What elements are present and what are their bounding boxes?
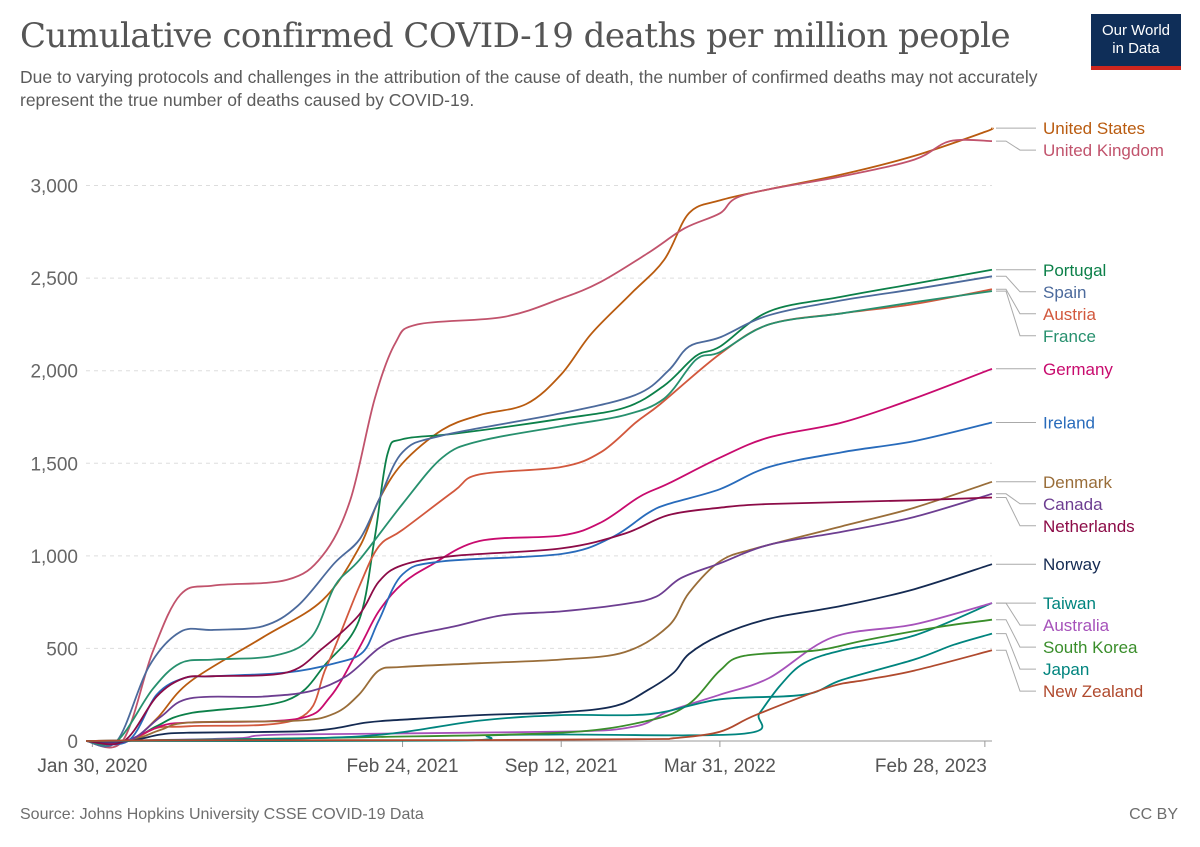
- series-line-japan: [85, 632, 993, 742]
- y-tick-label: 1,000: [30, 547, 78, 568]
- x-tick-label: Mar 31, 2022: [664, 756, 776, 777]
- series-label-japan: Japan: [1043, 660, 1089, 679]
- label-connector: [996, 140, 1036, 151]
- label-connector: [996, 288, 1036, 315]
- series-line-australia: [85, 602, 993, 742]
- series-label-spain: Spain: [1043, 283, 1086, 302]
- label-connector: [996, 275, 1036, 293]
- series-label-norway: Norway: [1043, 555, 1101, 574]
- x-tick-label: Feb 24, 2021: [347, 756, 459, 777]
- label-connector: [996, 633, 1036, 670]
- series-line-france: [85, 290, 993, 746]
- x-tick-label: Feb 28, 2023: [875, 756, 987, 777]
- our-world-in-data-logo[interactable]: Our World in Data: [1091, 14, 1181, 70]
- series-label-portugal: Portugal: [1043, 261, 1106, 280]
- series-label-south-korea: South Korea: [1043, 638, 1138, 657]
- label-connector: [996, 649, 1036, 692]
- series-label-new-zealand: New Zealand: [1043, 682, 1143, 701]
- y-tick-label: 2,000: [30, 362, 78, 383]
- y-tick-label: 500: [46, 639, 78, 660]
- series-label-canada: Canada: [1043, 495, 1103, 514]
- license-link[interactable]: CC BY: [1129, 806, 1178, 823]
- series-label-netherlands: Netherlands: [1043, 517, 1135, 536]
- chart-title: Cumulative confirmed COVID-19 deaths per…: [20, 16, 1011, 56]
- x-tick-label: Jan 30, 2020: [37, 756, 147, 777]
- y-tick-label: 1,500: [30, 454, 78, 475]
- series-line-spain: [85, 275, 993, 748]
- series-label-taiwan: Taiwan: [1043, 594, 1096, 613]
- label-connector: [996, 497, 1036, 527]
- series-label-ireland: Ireland: [1043, 414, 1095, 433]
- series-line-canada: [85, 492, 993, 744]
- series-line-netherlands: [85, 496, 993, 746]
- series-label-united-states: United States: [1043, 119, 1145, 138]
- series-line-austria: [85, 288, 993, 743]
- label-connector: [996, 493, 1036, 505]
- series-label-denmark: Denmark: [1043, 473, 1112, 492]
- series-line-norway: [85, 563, 993, 743]
- chart-subtitle: Due to varying protocols and challenges …: [20, 67, 1038, 110]
- source-note[interactable]: Source: Johns Hopkins University CSSE CO…: [20, 806, 424, 823]
- y-tick-label: 0: [67, 732, 78, 753]
- series-label-france: France: [1043, 327, 1096, 346]
- series-line-united-kingdom: [85, 138, 993, 749]
- x-tick-label: Sep 12, 2021: [505, 756, 618, 777]
- series-label-germany: Germany: [1043, 360, 1113, 379]
- series-line-new-zealand: [85, 649, 993, 742]
- label-connector: [996, 619, 1036, 648]
- series-label-austria: Austria: [1043, 305, 1096, 324]
- label-connector: [996, 290, 1036, 337]
- series-line-united-states: [85, 127, 994, 744]
- series-label-australia: Australia: [1043, 616, 1110, 635]
- label-connector: [996, 602, 1036, 626]
- series-line-portugal: [85, 268, 993, 743]
- y-tick-label: 3,000: [30, 177, 78, 198]
- series-label-united-kingdom: United Kingdom: [1043, 141, 1164, 160]
- y-tick-label: 2,500: [30, 269, 78, 290]
- series-line-taiwan: [85, 602, 993, 743]
